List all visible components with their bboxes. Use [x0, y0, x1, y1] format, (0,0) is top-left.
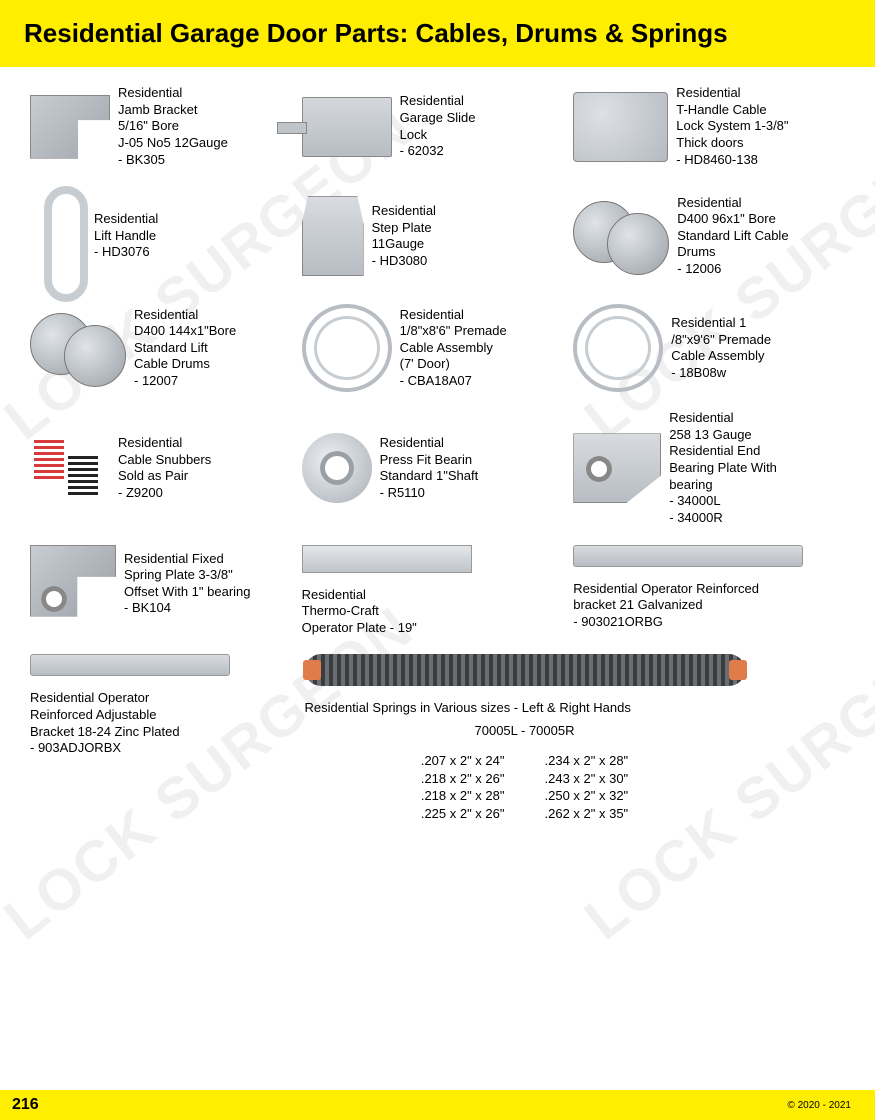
product-cell: Residential Operator Reinforced bracket …: [573, 545, 845, 637]
spring-sizes: .207 x 2" x 24" .218 x 2" x 26" .218 x 2…: [305, 752, 745, 822]
product-image-t-handle-kit: [573, 92, 668, 162]
product-cell: Residential Jamb Bracket 5/16" Bore J-05…: [30, 85, 302, 168]
product-image-step-plate: [302, 196, 364, 276]
spring-sizes-left: .207 x 2" x 24" .218 x 2" x 26" .218 x 2…: [421, 752, 505, 822]
product-cell: Residential T-Handle Cable Lock System 1…: [573, 85, 845, 168]
product-cell: Residential D400 96x1" Bore Standard Lif…: [573, 186, 845, 286]
product-image-torsion-spring: [305, 654, 745, 686]
product-image-bearing: [302, 433, 372, 503]
product-image-lift-handle: [30, 186, 86, 286]
product-cell: Residential Press Fit Bearin Standard 1"…: [302, 410, 574, 526]
product-desc: Residential Jamb Bracket 5/16" Bore J-05…: [118, 85, 228, 168]
product-desc: Residential Step Plate 11Gauge - HD3080: [372, 203, 436, 270]
product-cell: Residential D400 144x1"Bore Standard Lif…: [30, 304, 302, 392]
product-desc: Residential T-Handle Cable Lock System 1…: [676, 85, 788, 168]
spring-title: Residential Springs in Various sizes - L…: [305, 700, 631, 715]
product-image-cable-drums: [573, 201, 669, 271]
product-desc: Residential D400 96x1" Bore Standard Lif…: [677, 195, 788, 278]
product-image-reinforced-bracket: [573, 545, 803, 567]
product-desc: Residential D400 144x1"Bore Standard Lif…: [134, 307, 236, 390]
product-cell: Residential Step Plate 11Gauge - HD3080: [302, 186, 574, 286]
product-row: Residential Lift Handle - HD3076 Residen…: [30, 186, 845, 286]
product-desc: Residential 1/8"x8'6" Premade Cable Asse…: [400, 307, 507, 390]
product-desc: Residential Thermo-Craft Operator Plate …: [302, 587, 417, 637]
copyright: © 2020 - 2021: [787, 1100, 851, 1111]
product-desc: Residential Operator Reinforced bracket …: [573, 581, 759, 631]
page-title: Residential Garage Door Parts: Cables, D…: [24, 18, 851, 49]
product-row: Residential D400 144x1"Bore Standard Lif…: [30, 304, 845, 392]
page-number: 216: [12, 1096, 39, 1114]
product-row: Residential Fixed Spring Plate 3-3/8" Of…: [30, 545, 845, 637]
product-cell: Residential 1/8"x8'6" Premade Cable Asse…: [302, 304, 574, 392]
spring-subtitle: 70005L - 70005R: [305, 723, 745, 738]
product-desc: Residential Lift Handle - HD3076: [94, 211, 158, 261]
product-image-cable-drums-144: [30, 313, 126, 383]
product-desc: Residential Cable Snubbers Sold as Pair …: [118, 435, 211, 502]
product-image-cable-assembly-7: [302, 304, 392, 392]
product-cell: Residential Garage Slide Lock - 62032: [302, 85, 574, 168]
product-cell: Residential 258 13 Gauge Residential End…: [573, 410, 845, 526]
product-image-spring-plate: [30, 545, 116, 617]
spring-sizes-right: .234 x 2" x 28" .243 x 2" x 30" .250 x 2…: [545, 752, 629, 822]
product-image-snubbers: [30, 433, 110, 503]
product-cell: Residential Lift Handle - HD3076: [30, 186, 302, 286]
product-image-cable-assembly-9: [573, 304, 663, 392]
product-cell: Residential 1 /8"x9'6" Premade Cable Ass…: [573, 304, 845, 392]
product-desc: Residential Operator Reinforced Adjustab…: [30, 690, 180, 757]
product-row: Residential Cable Snubbers Sold as Pair …: [30, 410, 845, 526]
product-desc: Residential 258 13 Gauge Residential End…: [669, 410, 777, 526]
product-desc: Residential 1 /8"x9'6" Premade Cable Ass…: [671, 315, 771, 382]
product-image-end-bearing-plate: [573, 433, 661, 503]
product-image-adjustable-bracket: [30, 654, 230, 676]
spring-section: Residential Springs in Various sizes - L…: [275, 654, 846, 822]
product-image-jamb-bracket: [30, 95, 110, 159]
product-image-slide-lock: [302, 97, 392, 157]
product-cell: Residential Cable Snubbers Sold as Pair …: [30, 410, 302, 526]
product-image-operator-plate: [302, 545, 472, 573]
product-cell: Residential Operator Reinforced Adjustab…: [30, 654, 275, 822]
product-desc: Residential Garage Slide Lock - 62032: [400, 93, 476, 160]
catalog-content: Residential Jamb Bracket 5/16" Bore J-05…: [0, 67, 875, 823]
product-desc: Residential Fixed Spring Plate 3-3/8" Of…: [124, 551, 251, 618]
product-desc: Residential Press Fit Bearin Standard 1"…: [380, 435, 479, 502]
footer-bar: 216 © 2020 - 2021: [0, 1090, 875, 1120]
product-row: Residential Operator Reinforced Adjustab…: [30, 654, 845, 822]
header-bar: Residential Garage Door Parts: Cables, D…: [0, 0, 875, 67]
product-cell: Residential Fixed Spring Plate 3-3/8" Of…: [30, 545, 302, 637]
product-row: Residential Jamb Bracket 5/16" Bore J-05…: [30, 85, 845, 168]
product-cell: Residential Thermo-Craft Operator Plate …: [302, 545, 574, 637]
